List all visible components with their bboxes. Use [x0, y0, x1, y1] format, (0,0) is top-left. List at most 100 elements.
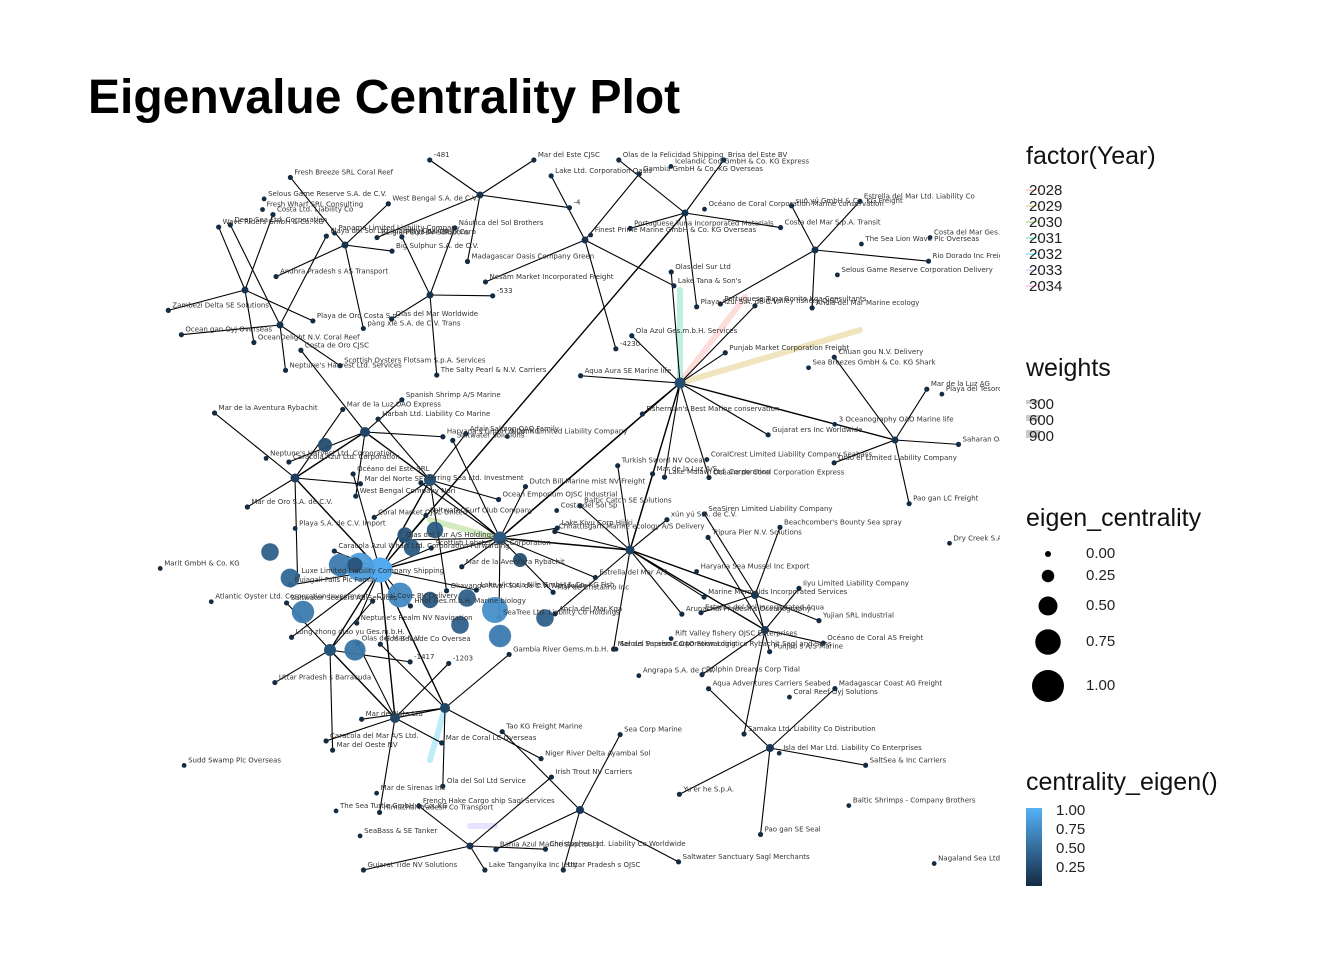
node-label: Baltic Shrimps - Company Brothers	[853, 797, 976, 805]
graph-node	[820, 640, 826, 646]
node-label: Dry Creek S.A. de C.V. Marine	[953, 534, 1000, 542]
graph-node	[354, 620, 360, 626]
hub-node	[426, 291, 434, 299]
color-legend-label: 1.00	[1056, 802, 1086, 819]
graph-edge	[168, 289, 246, 311]
graph-node	[706, 474, 712, 481]
node-label: Mar de Coral LC Overseas	[446, 734, 537, 742]
node-label: Sudd Swamp Plc Overseas	[188, 756, 281, 764]
node-label: Gujarat Tide NV Solutions	[367, 861, 457, 869]
weight-legend-label: 900	[1029, 428, 1055, 445]
graph-edge	[444, 707, 542, 760]
graph-edge	[894, 439, 959, 445]
central-node	[397, 527, 413, 543]
node-label: Coral Cove BV Delivery	[377, 592, 458, 600]
graph-edge	[461, 537, 501, 568]
graph-edge	[708, 688, 771, 749]
graph-edge	[760, 747, 771, 835]
graph-edge	[499, 537, 596, 579]
graph-edge	[833, 439, 896, 464]
graph-node	[261, 196, 267, 202]
graph-node	[615, 463, 621, 469]
node-label: Madagascar Oasis Company Green	[471, 252, 594, 260]
graph-node	[360, 867, 367, 873]
graph-edge	[275, 244, 346, 278]
node-label: Zambezi Delta SE Solutions	[172, 301, 269, 309]
node-label: Yujian SRL Industrial	[822, 612, 894, 620]
node-label: Selous Game Reserve S.A. de C.V.	[268, 190, 387, 198]
graph-edge	[629, 549, 683, 615]
graph-edge	[394, 663, 450, 719]
graph-edge	[764, 629, 824, 644]
node-label: Lake Tanganyika Inc Jetty	[489, 861, 578, 869]
graph-node	[227, 222, 233, 228]
node-label: Goa Seaside Co Oversea	[384, 635, 470, 643]
graph-edge	[300, 349, 366, 433]
weights-legend-keys	[1026, 400, 1040, 438]
graph-node	[423, 512, 429, 518]
node-label: SaltSea & Inc Carriers	[870, 756, 947, 764]
node-label: Océano de Coral AS Freight	[827, 634, 923, 642]
central-node	[536, 609, 554, 627]
node-label: Irish Trout NV Carriers	[555, 768, 632, 776]
graph-edge	[894, 439, 910, 504]
graph-node	[298, 347, 304, 353]
node-label: OceanDelight N.V. Coral Reef	[258, 333, 360, 341]
graph-edge	[244, 289, 314, 322]
node-label: Harbah Ltd. Liability Co Marine	[382, 410, 490, 418]
hub-node	[625, 545, 635, 555]
graph-node	[846, 803, 852, 808]
color-legend-title: centrality_eigen()	[1026, 768, 1218, 796]
graph-edge	[485, 239, 586, 283]
graph-edge	[700, 594, 756, 614]
node-label: Tripura Pier N.V. Solutions	[711, 528, 802, 536]
graph-node	[777, 224, 784, 231]
node-label: Diao er Limited Liability Company	[838, 454, 957, 462]
graph-node	[399, 234, 405, 240]
weights-legend-title: weights	[1026, 354, 1111, 382]
node-label: Saharan Oasis Plc International	[963, 435, 1000, 443]
node-label: Ola del Sol Ltd Service	[447, 777, 526, 785]
weighted-edge	[677, 294, 748, 386]
graph-node	[664, 517, 670, 523]
graph-node	[787, 694, 792, 700]
node-label: Scottish Oysters Flotsam S.p.A. Services	[344, 357, 486, 365]
graph-edge	[720, 249, 816, 305]
graph-edge	[833, 356, 896, 441]
graph-node	[857, 198, 863, 204]
graph-edge	[429, 294, 493, 297]
graph-node	[157, 566, 163, 571]
node-label: Mar de Oro S.A. de C.V.	[251, 498, 332, 506]
graph-edge	[499, 527, 558, 539]
node-label: Samaka Ltd. Liability Co Distribution	[748, 725, 876, 733]
node-label: Costa Ltd. Liability Co	[277, 206, 353, 214]
node-label: Ancla del Mar Marine ecology	[816, 299, 919, 307]
node-label: Dolphin Dreams Corp Tidal	[706, 666, 800, 674]
node-label: Uttar Pradesh s OJSC	[567, 861, 640, 869]
graph-node	[554, 508, 560, 513]
node-label: Uttar Pradesh s Barracuda	[279, 674, 371, 682]
graph-edge	[429, 294, 438, 376]
graph-edge	[376, 194, 481, 239]
graph-edge	[894, 388, 928, 441]
graph-node	[273, 273, 279, 280]
graph-node	[777, 524, 783, 530]
node-label: Belgian Cod BV Solutions	[381, 229, 469, 237]
node-label: Lake Malawi Ltd. Corporation	[669, 468, 771, 476]
hub-node	[324, 644, 336, 656]
graph-node	[323, 738, 329, 744]
graph-edge	[764, 588, 800, 631]
eigen-legend-title: eigen_centrality	[1026, 504, 1202, 532]
node-label: Mar de Plata Ltd	[366, 710, 423, 718]
node-label: -481	[434, 151, 450, 159]
node-label: Mar del Este CJSC	[538, 151, 600, 159]
graph-edge	[580, 375, 681, 384]
node-label: Ola Azul Ges.m.b.H. Services	[636, 327, 738, 335]
graph-node	[434, 372, 440, 378]
graph-edge	[679, 352, 726, 384]
graph-node	[701, 594, 707, 600]
color-scale-bar	[1026, 808, 1042, 886]
graph-node	[705, 534, 711, 541]
node-label: West Bengal Company Nori	[360, 487, 456, 495]
graph-node	[260, 207, 265, 212]
